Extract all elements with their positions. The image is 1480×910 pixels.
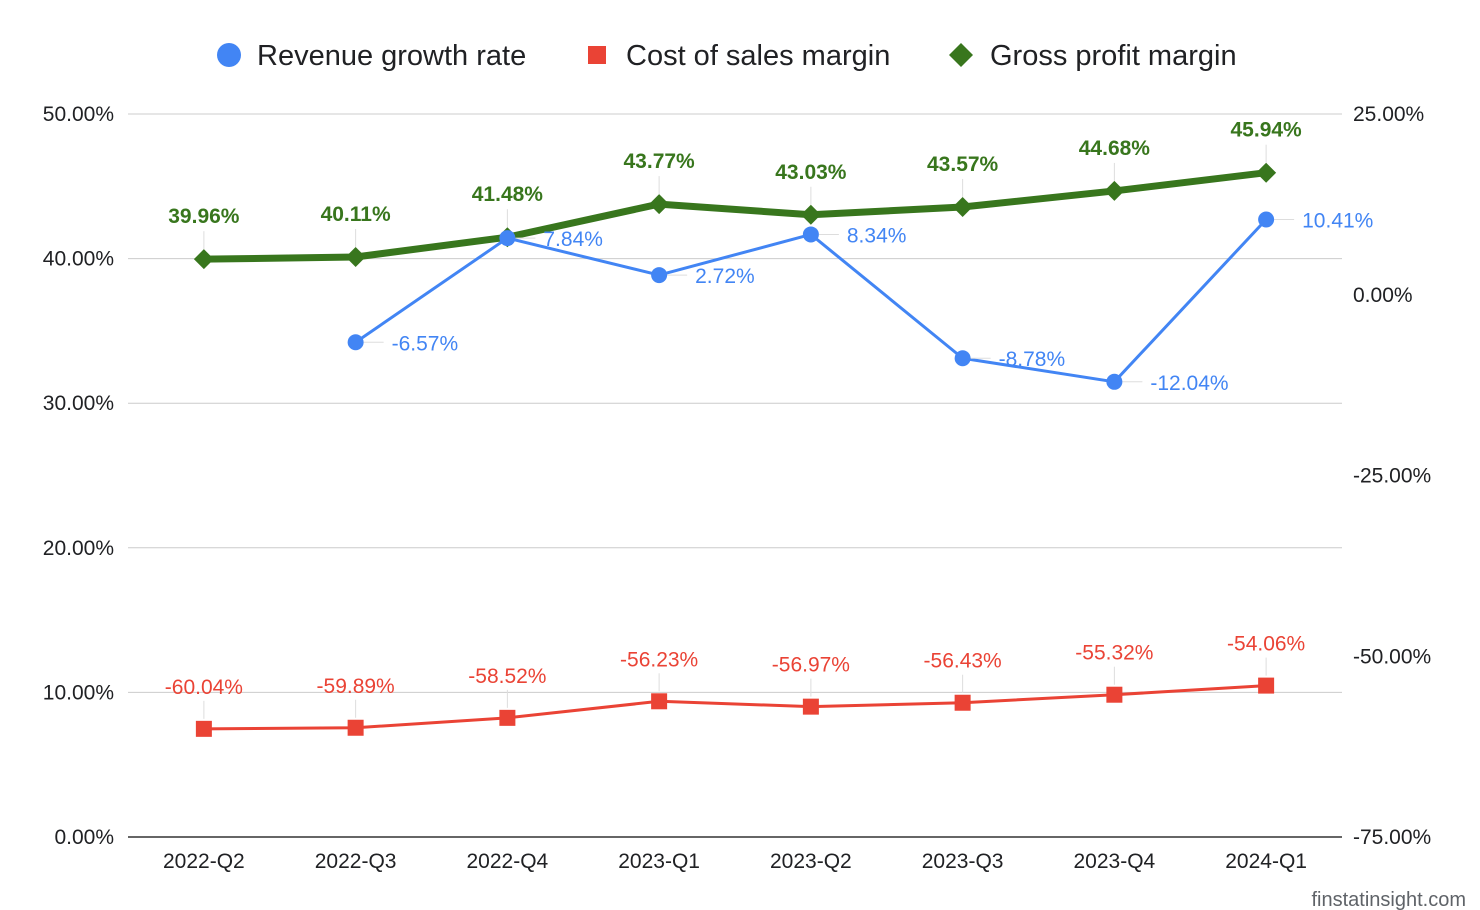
data-label: -55.32%: [1075, 642, 1153, 665]
data-point: [802, 698, 819, 715]
data-label: -60.04%: [165, 676, 243, 699]
data-label: 40.11%: [321, 203, 391, 226]
right-axis-tick-label: 25.00%: [1353, 103, 1424, 126]
data-label: 7.84%: [543, 228, 603, 251]
data-point: [1106, 686, 1123, 703]
x-axis-tick-label: 2022-Q4: [467, 850, 549, 873]
right-axis-tick-label: -50.00%: [1353, 645, 1431, 668]
right-axis: -75.00% -50.00% -25.00% 0.00% 25.00%: [1353, 103, 1431, 849]
legend-label: Cost of sales margin: [626, 40, 890, 72]
data-label: 10.41%: [1302, 209, 1373, 232]
data-point: [1106, 373, 1123, 390]
data-label: 41.48%: [472, 183, 544, 206]
x-axis: 2022-Q2 2022-Q3 2022-Q4 2023-Q1 2023-Q2 2023-…: [163, 850, 1307, 873]
data-point: [651, 693, 668, 710]
right-axis-tick-label: -75.00%: [1353, 826, 1431, 849]
data-label: -6.57%: [392, 332, 459, 355]
legend-item: Cost of sales margin: [588, 40, 890, 72]
data-point: [1258, 677, 1275, 694]
data-point: [345, 247, 366, 268]
left-axis-tick-label: 40.00%: [43, 248, 114, 271]
series-line: [203, 169, 1267, 263]
x-axis-tick-label: 2023-Q1: [618, 850, 700, 873]
legend: Revenue growth rate Cost of sales margin G…: [217, 40, 1237, 72]
data-label: 44.68%: [1079, 137, 1151, 160]
left-axis-tick-label: 50.00%: [43, 103, 114, 126]
data-point: [802, 226, 819, 243]
x-axis-tick-label: 2023-Q2: [770, 850, 852, 873]
x-axis-tick-label: 2023-Q3: [922, 850, 1004, 873]
left-axis-tick-label: 0.00%: [54, 826, 114, 849]
data-point: [954, 350, 971, 367]
data-point: [1258, 211, 1275, 228]
series-line: [354, 218, 1268, 384]
data-point: [649, 194, 670, 215]
data-point: [800, 204, 821, 225]
legend-item: Revenue growth rate: [217, 40, 526, 72]
data-point: [347, 719, 364, 736]
data-label: 43.77%: [624, 150, 696, 173]
data-point: [1104, 180, 1125, 201]
series-layer: 39.96% 40.11% 41.48% 43.77% 43.03% 43.57% 44.6…: [165, 119, 1373, 737]
series-revenue-growth-rate: -6.57% 7.84% 2.72% 8.34% -8.78% -12.04% 10.41%: [347, 209, 1373, 395]
legend-square-icon: [588, 46, 606, 64]
data-point: [195, 720, 212, 737]
data-point: [499, 709, 516, 726]
data-label: -8.78%: [999, 348, 1066, 371]
data-label: -56.97%: [772, 654, 850, 677]
series-cost-of-sales-margin: -60.04% -59.89% -58.52% -56.23% -56.97% -56.4…: [165, 633, 1305, 737]
data-label: 39.96%: [168, 205, 240, 228]
data-label: -12.04%: [1150, 372, 1228, 395]
data-point: [1256, 162, 1277, 183]
x-axis-tick-label: 2022-Q2: [163, 850, 245, 873]
data-label: -58.52%: [468, 665, 546, 688]
data-label: -56.43%: [924, 650, 1002, 673]
x-axis-tick-label: 2022-Q3: [315, 850, 397, 873]
data-label: 43.57%: [927, 153, 999, 176]
left-axis-tick-label: 30.00%: [43, 392, 114, 415]
watermark-text: finstatinsight.com: [1311, 889, 1466, 910]
data-label: 43.03%: [775, 161, 847, 184]
data-point: [952, 196, 973, 217]
series-line: [203, 684, 1267, 731]
data-label: -56.23%: [620, 648, 698, 671]
legend-label: Revenue growth rate: [257, 40, 526, 72]
series-gross-profit-margin: 39.96% 40.11% 41.48% 43.77% 43.03% 43.57% 44.6…: [168, 119, 1303, 270]
legend-circle-icon: [217, 43, 241, 67]
right-axis-tick-label: 0.00%: [1353, 284, 1413, 307]
legend-label: Gross profit margin: [990, 40, 1237, 72]
data-label: -59.89%: [317, 675, 395, 698]
legend-item: Gross profit margin: [949, 40, 1237, 72]
data-label: 8.34%: [847, 224, 907, 247]
data-label: 2.72%: [695, 265, 755, 288]
left-axis: 0.00% 10.00% 20.00% 30.00% 40.00% 50.00%: [43, 103, 114, 849]
x-axis-tick-label: 2023-Q4: [1074, 850, 1156, 873]
data-point: [193, 249, 214, 270]
data-point: [347, 334, 364, 351]
data-point: [499, 230, 516, 247]
data-point: [954, 694, 971, 711]
x-axis-tick-label: 2024-Q1: [1225, 850, 1307, 873]
left-axis-tick-label: 10.00%: [43, 681, 114, 704]
data-point: [651, 267, 668, 284]
data-label: -54.06%: [1227, 633, 1305, 656]
data-label: 45.94%: [1231, 119, 1303, 142]
legend-diamond-icon: [949, 43, 973, 67]
right-axis-tick-label: -25.00%: [1353, 465, 1431, 488]
left-axis-tick-label: 20.00%: [43, 537, 114, 560]
